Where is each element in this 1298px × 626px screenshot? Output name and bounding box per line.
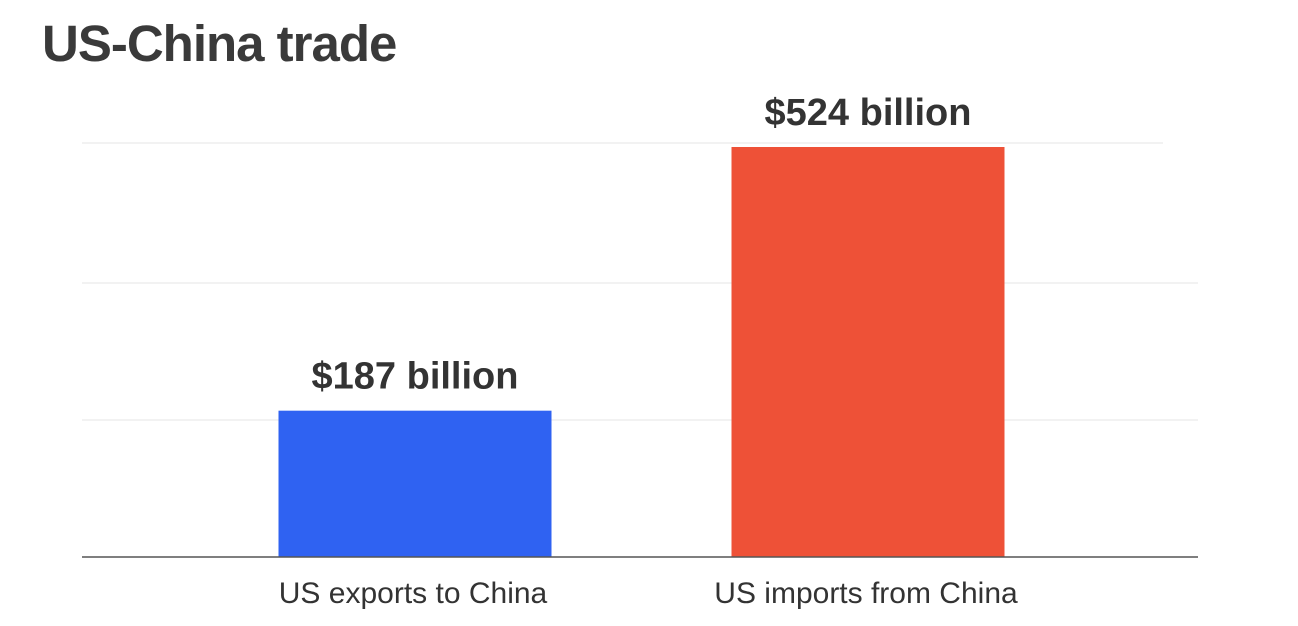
labels: $187 billion US exports to China $524 bill…: [279, 92, 1018, 610]
bars: [278, 147, 1005, 557]
data-label: $524 billion: [765, 92, 972, 134]
x-tick-label: US imports from China: [714, 577, 1018, 610]
x-tick-label: US exports to China: [279, 577, 548, 610]
chart-title: US-China trade: [42, 15, 397, 72]
gridlines: [82, 142, 1198, 421]
data-label: $187 billion: [312, 356, 519, 398]
bar-imports: [731, 147, 1005, 557]
bar-exports: [278, 410, 552, 557]
